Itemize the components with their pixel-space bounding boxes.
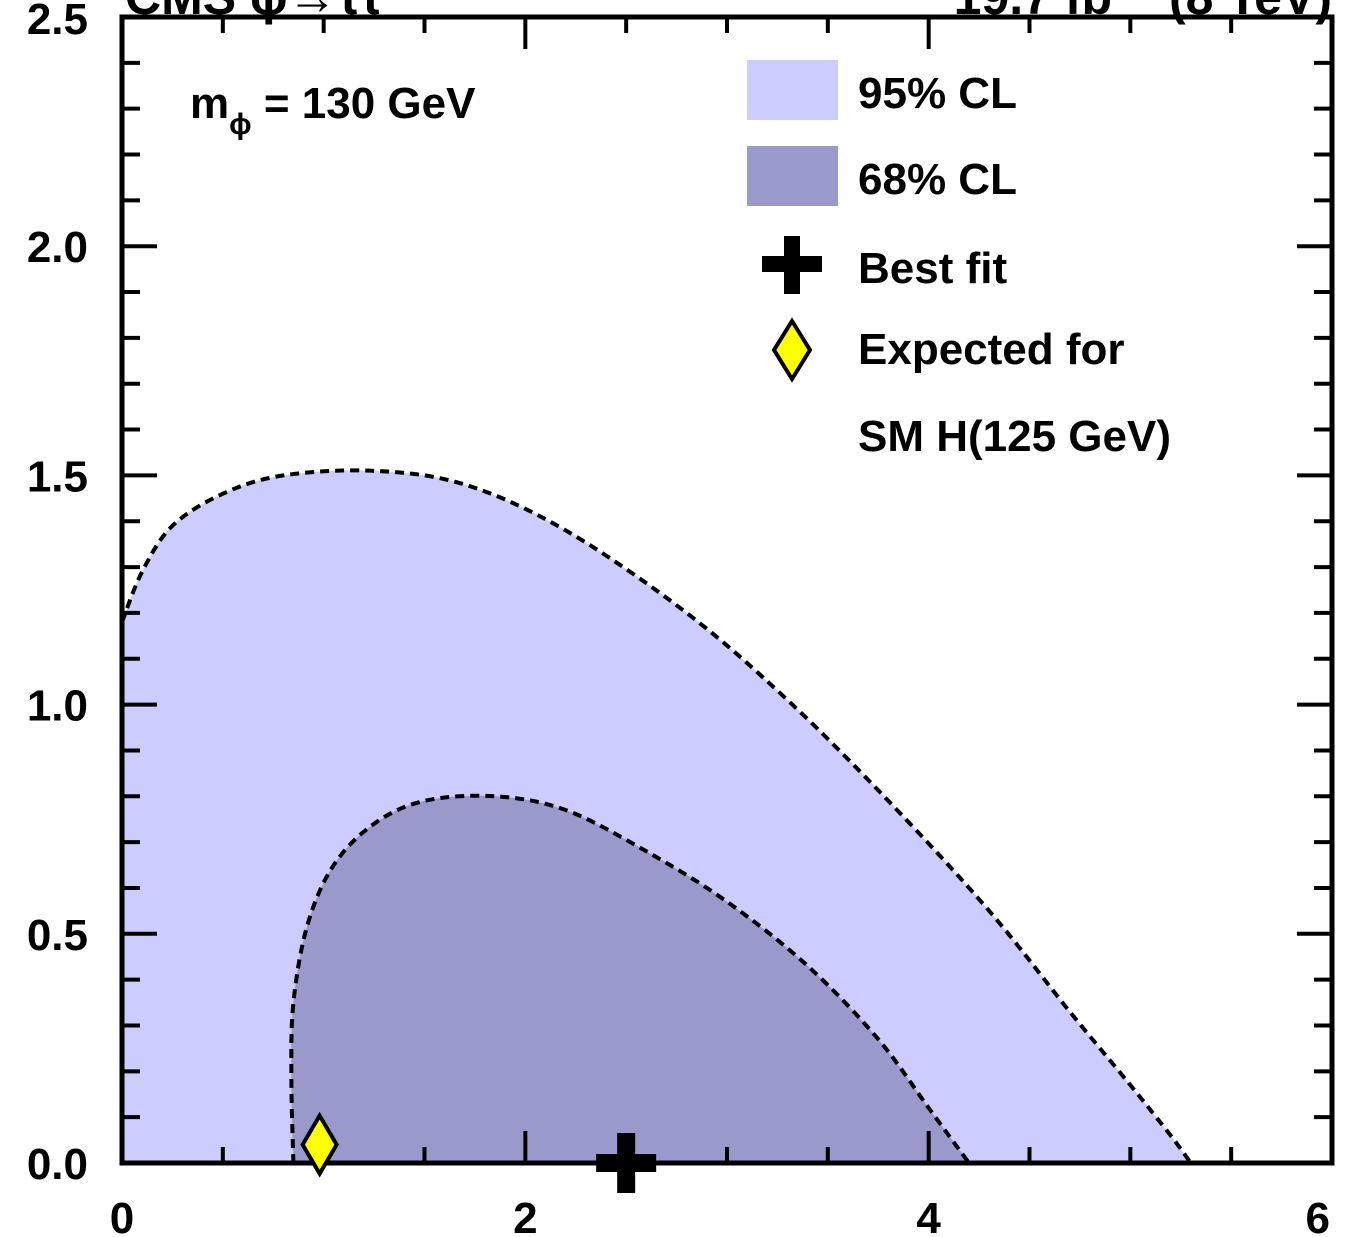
title-right-partial: 19.7 fb⁻¹ (8 TeV) [954, 0, 1332, 25]
y-tick-label: 0.0 [27, 1140, 88, 1189]
y-tick-label: 1.5 [27, 452, 88, 501]
best-fit-marker [596, 1133, 657, 1193]
title-left-partial: CMS ϕ→ττ [125, 0, 382, 25]
y-tick-label: 1.0 [27, 682, 88, 731]
contour-line-68cl [289, 793, 971, 1165]
legend-swatch-95cl [747, 60, 838, 120]
mass-annotation: mϕ = 130 GeV [190, 79, 476, 141]
legend-label-95cl: 95% CL [858, 69, 1017, 118]
legend-expected-diamond-icon [771, 317, 813, 383]
legend-label-best-fit: Best fit [858, 244, 1007, 293]
contour-line-layer [120, 468, 1193, 1165]
expected-sm-marker [300, 1111, 339, 1178]
axis-ticks [120, 15, 1334, 1165]
x-tick-label: 6 [1306, 1194, 1330, 1237]
y-tick-label: 2.5 [27, 0, 88, 44]
contour-fill-layer [122, 470, 1191, 1163]
legend-label-expected-line2: SM H(125 GeV) [858, 412, 1171, 461]
legend-label-expected-line1: Expected for [858, 325, 1125, 374]
markers-layer [300, 1111, 657, 1193]
legend: 95% CL 68% CL Best fit Expected for SM H… [747, 60, 1171, 461]
y-tick-label: 0.5 [27, 911, 88, 960]
legend-swatch-68cl [747, 146, 838, 206]
legend-best-fit-cross-icon [762, 236, 822, 294]
mass-annotation-suffix: = 130 GeV [252, 79, 476, 128]
y-tick-label: 2.0 [27, 223, 88, 272]
mass-annotation-prefix: m [190, 79, 229, 128]
mass-annotation-subscript: ϕ [229, 108, 252, 141]
contour-fill-68cl [291, 795, 969, 1163]
axis-tick-labels: 0 2 4 6 0.0 0.5 1.0 1.5 2.0 2.5 [27, 0, 1330, 1237]
x-tick-label: 4 [916, 1194, 941, 1237]
contour-line-95cl [120, 468, 1193, 1165]
x-tick-label: 2 [513, 1194, 537, 1237]
legend-label-68cl: 68% CL [858, 155, 1017, 204]
x-tick-label: 0 [110, 1194, 134, 1237]
